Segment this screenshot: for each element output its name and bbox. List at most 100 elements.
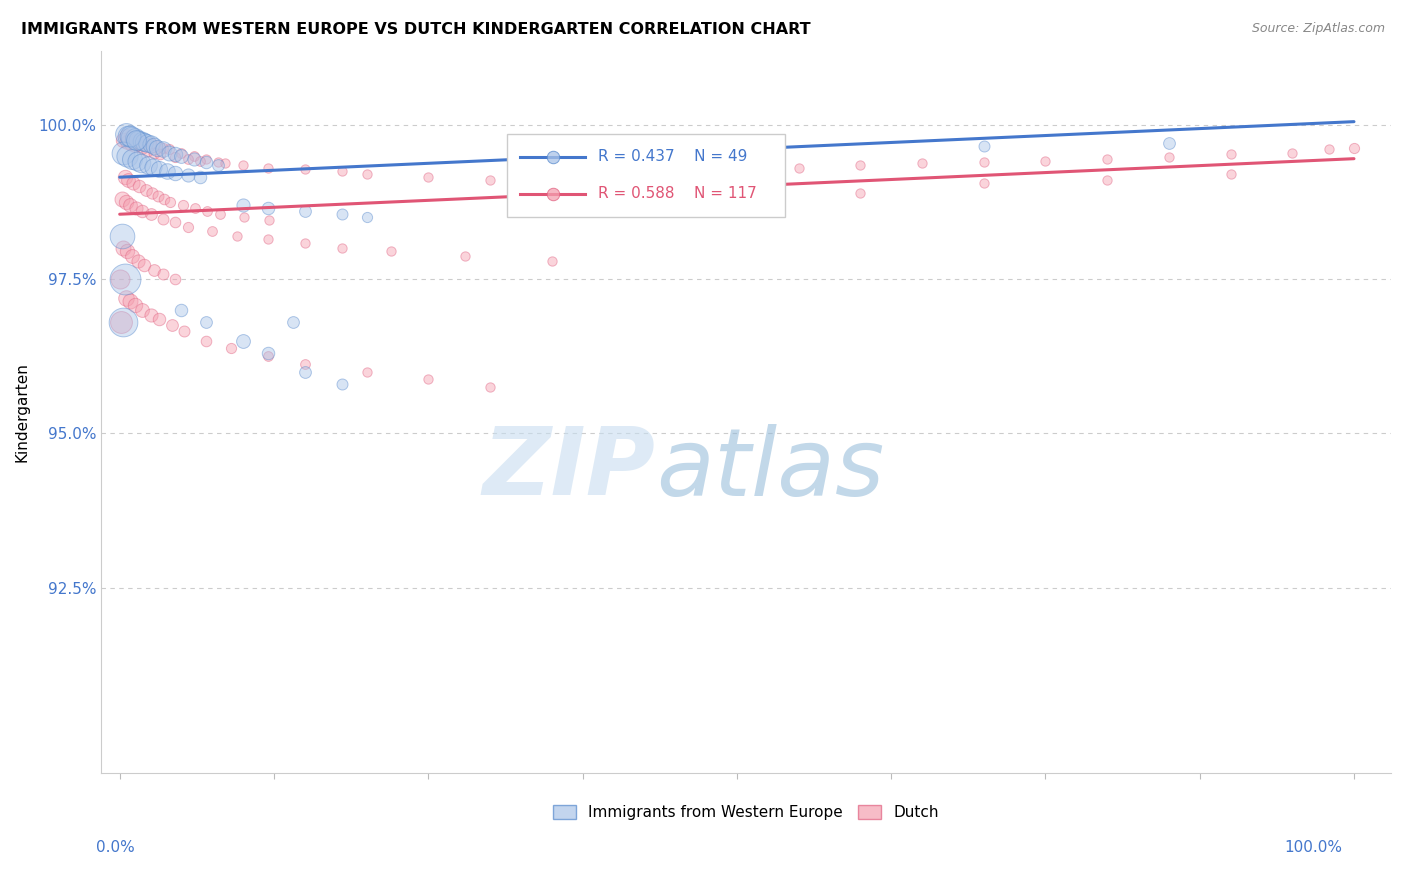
Point <box>188 153 211 168</box>
Point <box>108 272 131 286</box>
Point <box>1317 143 1340 157</box>
Point <box>170 302 193 317</box>
Point <box>356 211 378 225</box>
Text: atlas: atlas <box>655 424 884 515</box>
Point <box>148 312 170 326</box>
Point <box>121 152 143 166</box>
Point <box>540 172 562 186</box>
Point <box>115 148 138 162</box>
Point <box>117 173 139 187</box>
Point <box>118 130 141 145</box>
Point <box>148 162 170 177</box>
Text: IMMIGRANTS FROM WESTERN EUROPE VS DUTCH KINDERGARTEN CORRELATION CHART: IMMIGRANTS FROM WESTERN EUROPE VS DUTCH … <box>21 22 811 37</box>
Point <box>214 156 236 170</box>
Point <box>294 162 316 177</box>
Point <box>128 179 150 194</box>
Point <box>121 249 143 263</box>
Point <box>849 158 872 172</box>
Point <box>172 198 194 212</box>
Point <box>127 132 149 146</box>
Point <box>115 291 138 305</box>
Text: Source: ZipAtlas.com: Source: ZipAtlas.com <box>1251 22 1385 36</box>
Point <box>129 156 152 170</box>
Point <box>201 224 224 238</box>
Point <box>257 213 280 227</box>
Point <box>121 131 143 145</box>
Point <box>125 201 148 215</box>
Point <box>111 192 134 206</box>
Point <box>973 154 995 169</box>
Point <box>115 194 138 209</box>
Point <box>330 376 353 391</box>
Point <box>157 145 180 160</box>
Point <box>219 341 242 355</box>
Point <box>207 154 229 169</box>
Point <box>207 158 229 172</box>
Point <box>139 207 162 221</box>
Point <box>195 315 218 329</box>
Point <box>256 346 278 360</box>
Point <box>143 145 166 160</box>
Point <box>118 293 141 308</box>
Point <box>153 192 176 206</box>
Point <box>134 135 156 149</box>
Point <box>1035 153 1057 168</box>
Point <box>152 141 174 155</box>
Point <box>195 334 218 348</box>
Point <box>1095 173 1118 187</box>
Point <box>139 136 162 151</box>
Legend: Immigrants from Western Europe, Dutch: Immigrants from Western Europe, Dutch <box>547 799 945 827</box>
Point <box>330 241 353 255</box>
Point <box>124 139 146 153</box>
Point <box>146 188 169 202</box>
Point <box>115 128 138 143</box>
Point <box>226 228 249 243</box>
Point <box>256 161 278 175</box>
Point <box>160 318 183 333</box>
Point <box>478 380 501 394</box>
Point <box>256 201 278 215</box>
Point <box>478 173 501 187</box>
Point <box>115 244 138 259</box>
Point <box>233 211 256 225</box>
Point <box>540 253 562 268</box>
Point <box>973 177 995 191</box>
Point <box>195 152 218 166</box>
Point <box>1219 147 1241 161</box>
Point <box>134 135 156 149</box>
Point <box>380 244 402 259</box>
Point <box>256 349 278 363</box>
Point <box>454 249 477 263</box>
Point <box>114 272 136 286</box>
Point <box>135 182 157 196</box>
Point <box>115 127 138 141</box>
Point <box>131 204 153 219</box>
Point <box>125 153 148 168</box>
Point <box>145 141 167 155</box>
Point <box>127 133 149 147</box>
Point <box>143 262 166 277</box>
Point <box>134 259 156 273</box>
Text: 0.0%: 0.0% <box>96 840 135 855</box>
Point <box>1219 167 1241 181</box>
Point <box>142 160 165 174</box>
Point <box>183 148 205 162</box>
Point <box>165 272 187 286</box>
Point <box>124 298 146 312</box>
Point <box>1281 145 1303 160</box>
Point <box>232 198 254 212</box>
Point <box>135 144 157 158</box>
Point <box>294 357 316 371</box>
Y-axis label: Kindergarten: Kindergarten <box>15 362 30 462</box>
Point <box>188 170 211 185</box>
Point <box>141 186 163 200</box>
Point <box>139 308 162 322</box>
Point <box>114 170 136 185</box>
Point <box>131 302 153 317</box>
Point <box>183 152 205 166</box>
Point <box>135 136 157 151</box>
Point <box>165 150 187 164</box>
Point <box>145 139 167 153</box>
Point <box>330 164 353 178</box>
Point <box>176 169 198 183</box>
